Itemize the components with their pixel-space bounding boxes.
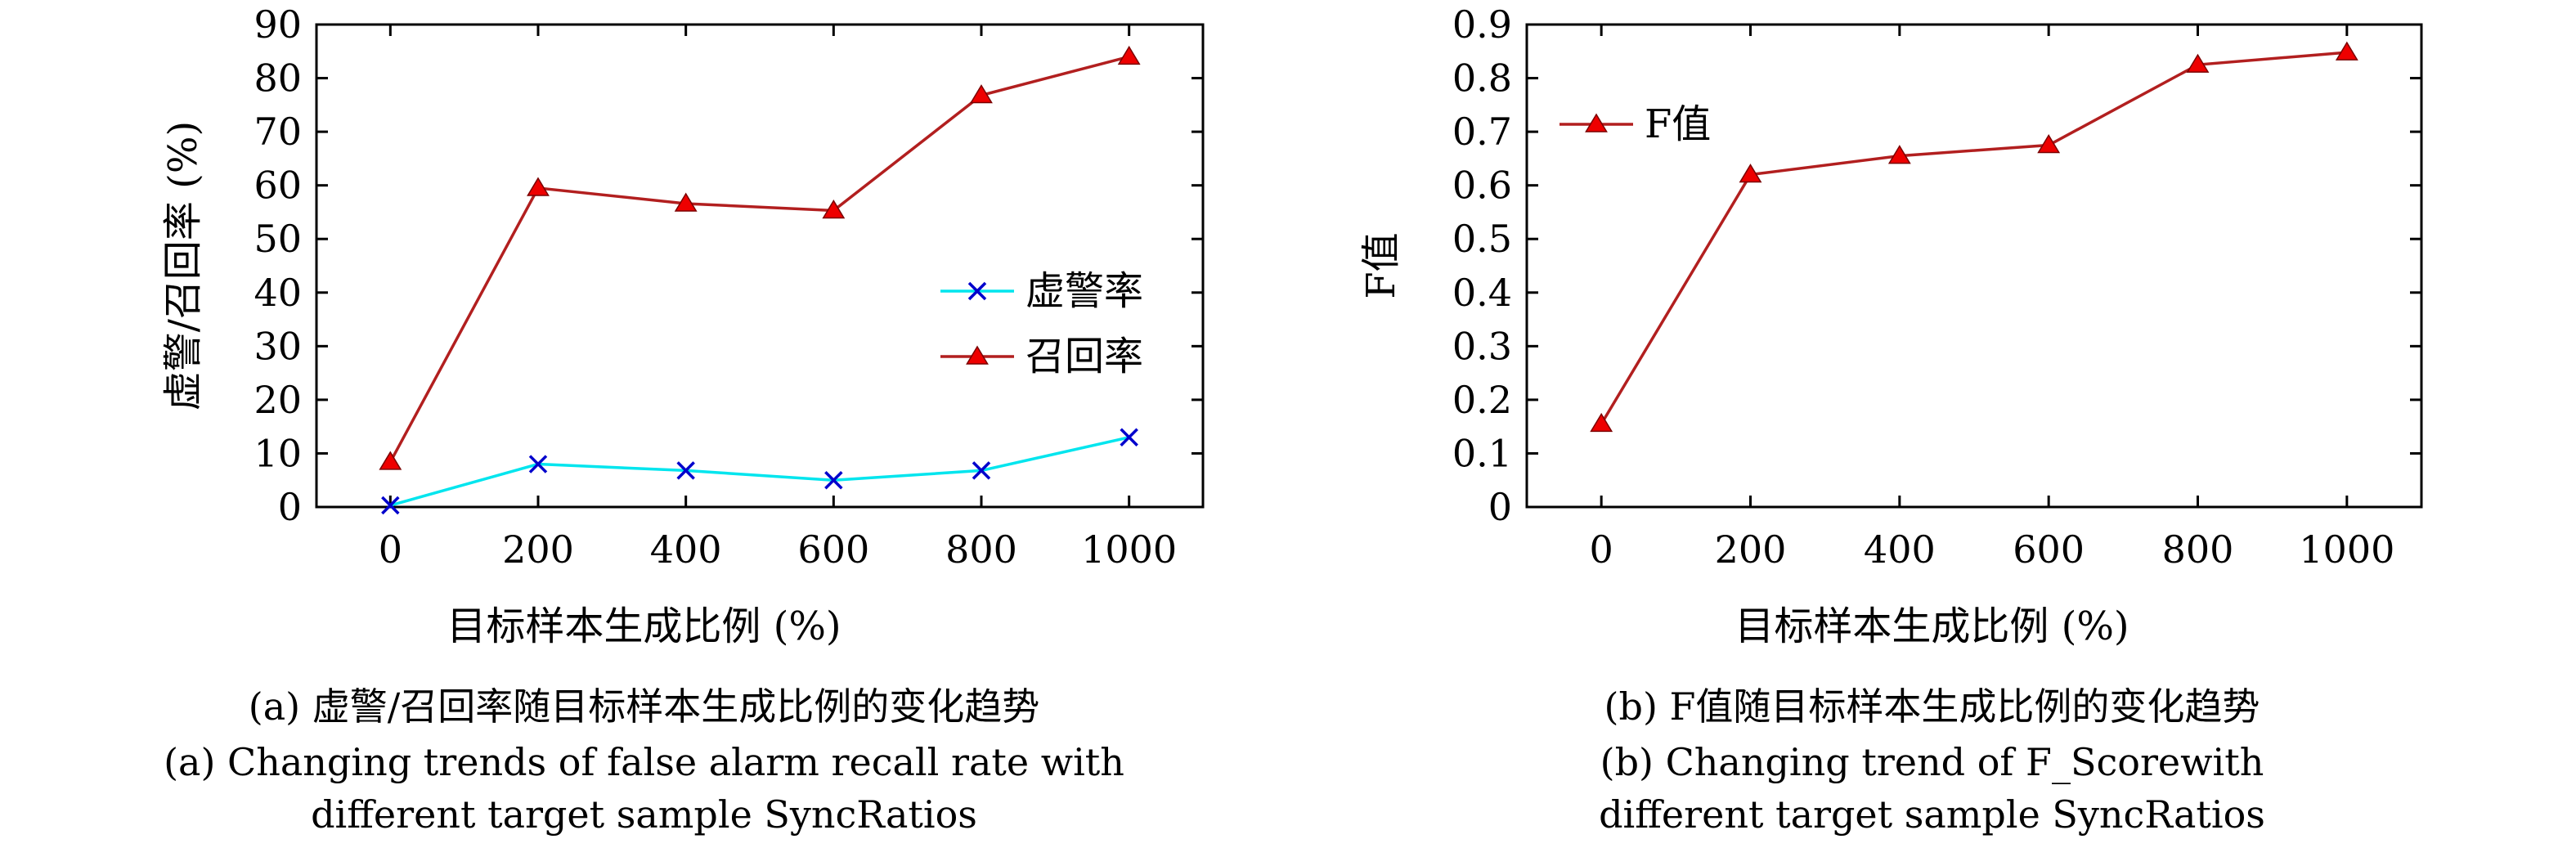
chart-a-series-0-point: [824, 470, 843, 490]
chart-b-xtick-label: 800: [2162, 527, 2234, 572]
chart-a-series-0-point-stroke: [676, 461, 695, 480]
chart-a-ytick-label: 90: [254, 2, 302, 47]
chart-a-series-1-point: [970, 84, 993, 104]
chart-a-ytick-label: 80: [254, 56, 302, 101]
chart-b-ylabel: F值: [1358, 232, 1404, 298]
chart-a-xtick-label: 400: [650, 527, 722, 572]
chart-b-xtick-label: 400: [1864, 527, 1936, 572]
chart-a-caption-en-1: (a) Changing trends of false alarm recal…: [164, 740, 1124, 784]
chart-a-series-0-point: [676, 461, 695, 480]
chart-a-ytick-label: 30: [254, 324, 302, 368]
chart-b-xtick-label: 0: [1590, 527, 1613, 572]
chart-a-series-1-point: [1117, 45, 1141, 65]
chart-b-caption-en-1: (b) Changing trend of F_Scorewith: [1600, 740, 2264, 784]
chart-a-series-0-point-stroke: [528, 455, 548, 473]
chart-b-series-0-point: [1739, 164, 1762, 183]
chart-b-xlabel: 目标样本生成比例 (%): [1735, 603, 2129, 649]
chart-b-ytick-label: 0.7: [1452, 110, 1512, 154]
chart-a-series-0-point: [1120, 428, 1138, 447]
chart-a-series-0-point: [528, 455, 548, 473]
chart-a-xtick-label: 600: [797, 527, 869, 572]
chart-a-series-1-point: [379, 451, 402, 470]
chart-a-legend-marker-stroke: [967, 281, 987, 301]
chart-b-ytick-label: 0.5: [1452, 217, 1512, 261]
chart-b-svg: 0 0.1 0.2 0.3 0.4 0.5 0.6 0.7 0.8 0.9 0 200 400 600 80…: [1358, 2, 2423, 572]
chart-a-ytick-label: 0: [278, 485, 302, 529]
chart-a-ytick-label: 10: [254, 431, 302, 475]
chart-b-ytick-label: 0.4: [1452, 271, 1512, 315]
chart-a-xtick-label: 200: [502, 527, 574, 572]
chart-b-ytick-label: 0.3: [1452, 324, 1512, 368]
chart-a-xtick-label: 0: [379, 527, 402, 572]
chart-a-ytick-label: 60: [254, 164, 302, 208]
chart-a-ytick-label: 20: [254, 378, 302, 422]
chart-a-ylabel: 虚警/召回率 (%): [160, 121, 206, 411]
chart-a-svg: 0 10 20 30 40 50 60 70 80 90 0 200 400 600 800 1000 虚警/召…: [160, 2, 1205, 572]
chart-a-series-0-point: [972, 461, 991, 480]
chart-a-xlabel: 目标样本生成比例 (%): [447, 603, 841, 649]
chart-a-series-0-point-stroke: [824, 470, 843, 490]
chart-b-caption-en-2: different target sample SyncRatios: [1599, 792, 2265, 837]
chart-b-ytick-label: 0.2: [1452, 378, 1512, 422]
chart-a-series-0-point-stroke: [972, 461, 991, 480]
chart-a-series-0-line: [389, 436, 1130, 507]
chart-a-xtick-label: 1000: [1081, 527, 1177, 572]
chart-b-ytick-label: 0.9: [1452, 2, 1512, 47]
chart-b-xtick-label: 200: [1715, 527, 1787, 572]
chart-b-series-0-line: [1600, 51, 2347, 425]
chart-b-ytick-label: 0.1: [1452, 431, 1512, 475]
chart-a-legend-marker-1: [966, 345, 989, 365]
chart-a-legend-label-1: 召回率: [1025, 334, 1143, 379]
chart-b-ytick-label: 0.6: [1452, 164, 1512, 208]
chart-a-series-0-point: [381, 496, 400, 515]
chart-a-series-1-point: [822, 200, 846, 219]
chart-panel-a: 0 10 20 30 40 50 60 70 80 90 0 200 400 600 800 1000 虚警/召…: [160, 2, 1205, 837]
chart-b-legend-label-0: F值: [1645, 101, 1711, 147]
chart-b-series-0-point: [2335, 41, 2358, 61]
chart-b-ytick-label: 0: [1488, 485, 1512, 529]
chart-a-series-1-point: [674, 192, 698, 212]
chart-a-ytick-label: 70: [254, 110, 302, 154]
chart-a-ytick-label: 50: [254, 217, 302, 261]
chart-b-series-0-point: [2186, 53, 2210, 73]
chart-b-ytick-label: 0.8: [1452, 56, 1512, 101]
chart-a-series-0-point-stroke: [1120, 428, 1138, 447]
chart-a-legend-label-0: 虚警率: [1025, 268, 1143, 314]
chart-b-xtick-label: 600: [2013, 527, 2085, 572]
chart-a-series-1-line: [388, 55, 1130, 463]
chart-b-xtick-label: 1000: [2299, 527, 2394, 572]
chart-b-plot-frame: [1525, 23, 2423, 509]
chart-a-ytick-label: 40: [254, 271, 302, 315]
chart-panel-b: 0 0.1 0.2 0.3 0.4 0.5 0.6 0.7 0.8 0.9 0 200 400 600 80…: [1288, 0, 2576, 848]
chart-a-xtick-label: 800: [945, 527, 1017, 572]
chart-b-caption-cn: (b) F值随目标样本生成比例的变化趋势: [1604, 684, 2260, 729]
chart-a-caption-cn: (a) 虚警/召回率随目标样本生成比例的变化趋势: [248, 684, 1040, 729]
chart-b-series-0-point: [2037, 134, 2061, 154]
chart-a-plot-frame: [315, 23, 1205, 509]
chart-b-series-0-point: [1590, 412, 1613, 433]
chart-a-caption-en-2: different target sample SyncRatios: [311, 792, 977, 837]
chart-b-series-0-point: [1887, 145, 1911, 164]
chart-b-legend-marker-0: [1585, 113, 1608, 132]
chart-a-legend-marker-0: [967, 281, 987, 301]
chart-a-series-1-point: [527, 177, 550, 196]
chart-a-series-0-point-stroke: [381, 496, 400, 515]
